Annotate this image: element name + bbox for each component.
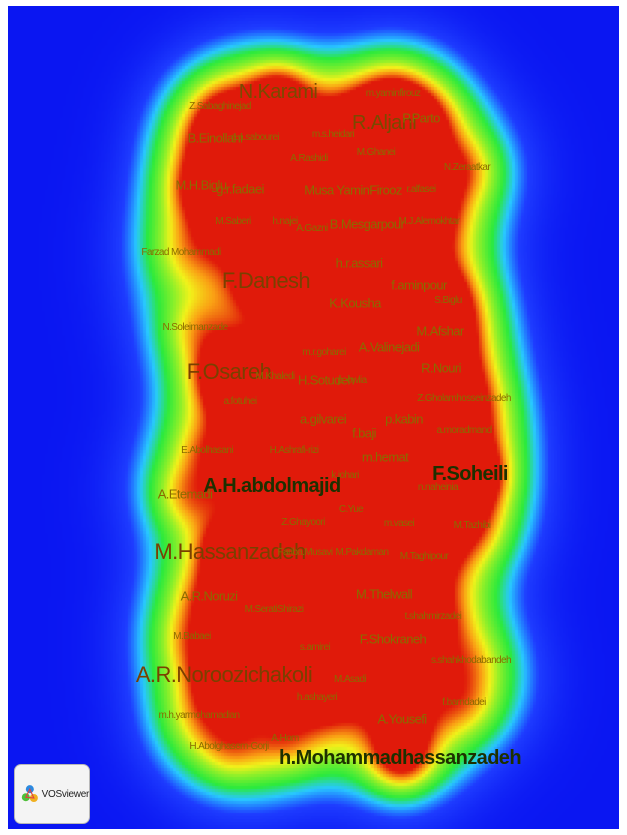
vosviewer-logo-badge: VOSviewer: [14, 764, 90, 824]
node-label[interactable]: H.Sotudeh: [297, 372, 355, 388]
node-label[interactable]: M.Saberi: [215, 216, 251, 227]
node-label[interactable]: M.Hassanzadeh: [154, 539, 306, 564]
node-label[interactable]: F.Soheili: [432, 463, 508, 485]
node-label[interactable]: M.H.Biglu: [175, 177, 228, 193]
node-label[interactable]: h.ashayeri: [296, 692, 338, 703]
node-label[interactable]: N.Zeraatkar: [443, 162, 491, 173]
node-label[interactable]: m.h.yarmohamadian: [158, 710, 241, 721]
node-label[interactable]: M.Afshar: [416, 323, 464, 339]
node-label[interactable]: C.Yue: [338, 504, 364, 515]
node-label[interactable]: A.H.abdolmajid: [203, 475, 341, 497]
node-label[interactable]: Musa YaminFirooz: [304, 182, 402, 198]
node-label[interactable]: M.SeratiShirazi: [244, 604, 304, 615]
node-label[interactable]: N.Karami: [238, 81, 318, 103]
vosviewer-logo-text: VOSviewer: [41, 788, 90, 800]
node-label[interactable]: H.Abolghasem-Gorji: [189, 741, 269, 752]
node-label[interactable]: a.fotuhei: [223, 396, 258, 407]
node-label[interactable]: F.Danesh: [221, 268, 311, 293]
node-label[interactable]: A.Gazni: [296, 223, 328, 234]
node-label[interactable]: h.r.assari: [335, 255, 383, 271]
node-label[interactable]: Fariba.Musavi: [277, 547, 334, 558]
node-label[interactable]: f.bamdadei: [442, 697, 486, 708]
vosviewer-logo-icon: [21, 785, 38, 803]
node-label[interactable]: f.baji: [352, 425, 376, 441]
node-label[interactable]: M.Thelwall: [355, 586, 413, 602]
node-label[interactable]: S.Biglu: [434, 295, 462, 306]
density-map-canvas[interactable]: N.Karami m.yaminfirouz Z.Sabaghinejad R.Alj…: [8, 6, 619, 829]
node-label[interactable]: m.vasei: [383, 518, 415, 529]
node-label[interactable]: m.hemat: [361, 449, 409, 465]
node-label[interactable]: h.Mohammadhassanzadeh: [279, 747, 522, 769]
density-heatmap: [8, 6, 619, 829]
node-label[interactable]: h.najei: [272, 216, 298, 227]
node-label[interactable]: P.Parto: [402, 110, 440, 126]
node-label[interactable]: M.Khaledi: [255, 371, 295, 382]
node-label[interactable]: B.Mesgarpour: [329, 216, 405, 232]
node-label[interactable]: M.Ghanei: [356, 147, 396, 158]
node-label[interactable]: m.s.heidari: [311, 129, 355, 140]
node-label[interactable]: E.Abolhasani: [181, 445, 233, 456]
node-label[interactable]: M.Asadi: [334, 674, 367, 685]
node-label[interactable]: A.Yousefi: [377, 711, 427, 727]
node-label[interactable]: M.Pakdaman: [335, 547, 390, 558]
node-label[interactable]: A.Valinejadi: [358, 339, 420, 355]
node-label[interactable]: A.Hom: [271, 733, 299, 744]
node-label[interactable]: M.Taghipour: [399, 551, 449, 562]
node-label[interactable]: m.yaminfirouz: [365, 88, 421, 99]
node-label[interactable]: k.johari: [331, 470, 359, 481]
node-label[interactable]: n.naheinia: [417, 482, 459, 493]
node-label[interactable]: s.amirei: [299, 642, 331, 653]
node-label[interactable]: r.alfasei: [406, 184, 436, 195]
node-label[interactable]: f.aminpour: [391, 277, 447, 293]
node-label[interactable]: M.Tazhibi: [453, 520, 491, 531]
node-label[interactable]: Z.Gholamhosseinzadeh: [417, 393, 511, 404]
node-label[interactable]: s.shahkhodabandeh: [431, 655, 511, 666]
node-label[interactable]: a.a.sabourei: [231, 132, 279, 143]
node-label[interactable]: Farzad Mohammadi: [141, 247, 221, 258]
node-label[interactable]: R.Aljani: [351, 112, 417, 134]
node-label[interactable]: H.Ashrafi-rizi: [269, 445, 319, 456]
node-label[interactable]: M.Babaei: [173, 631, 211, 642]
node-label[interactable]: m.r.goharei: [302, 347, 346, 358]
node-label[interactable]: g.r.fadaei: [216, 181, 264, 197]
node-label[interactable]: A.R.Noruzi: [180, 588, 238, 604]
node-label[interactable]: a.moradmand: [436, 425, 492, 436]
node-label[interactable]: M.J.Alemokhtar: [398, 216, 460, 227]
node-label[interactable]: Z.Sabaghinejad: [189, 101, 251, 112]
node-label[interactable]: t.shahmirzadei: [404, 611, 462, 622]
node-label[interactable]: p. owlia: [337, 375, 367, 386]
node-label[interactable]: B.Einollahi: [187, 130, 243, 146]
node-label[interactable]: A.Etemadi: [157, 486, 213, 502]
node-label[interactable]: Z.Ghayoori: [281, 517, 325, 528]
node-label[interactable]: F.Osareh: [186, 359, 272, 384]
node-label[interactable]: K.Kousha: [329, 295, 381, 311]
node-label[interactable]: A.R.Noroozichakoli: [135, 662, 313, 687]
node-label[interactable]: F.Shokraneh: [359, 631, 427, 647]
node-label[interactable]: a.gilvarei: [299, 411, 347, 427]
node-label[interactable]: p.kabin: [385, 411, 423, 427]
node-label[interactable]: N.Soleimanzade: [162, 322, 229, 333]
node-label[interactable]: A.Rashidi: [290, 153, 328, 164]
node-label[interactable]: R.Nouri: [421, 360, 461, 376]
